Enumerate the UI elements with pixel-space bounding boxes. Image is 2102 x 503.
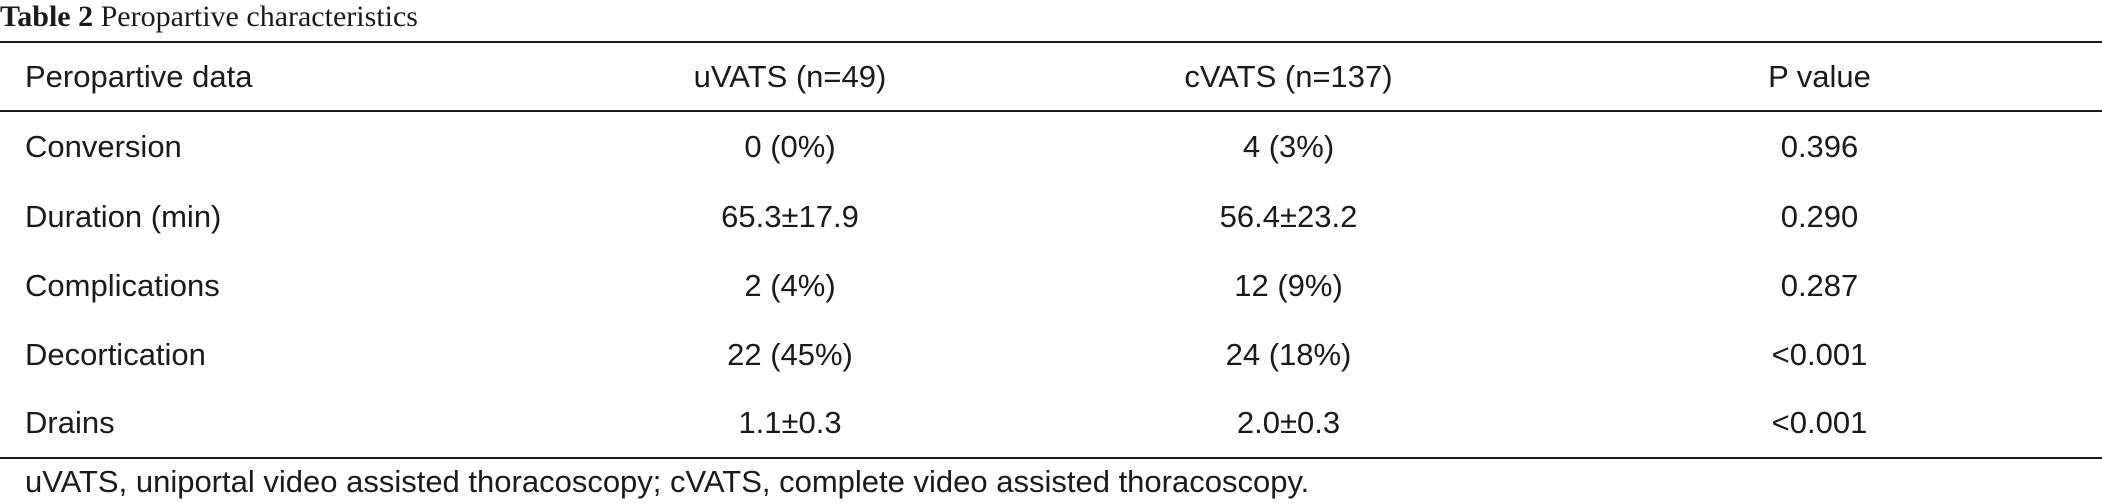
uvats-value: 2 (4%): [744, 267, 836, 303]
table-header-row: Peropartive data uVATS (n=49) cVATS (n=1…: [0, 41, 2102, 112]
row-label: Conversion: [25, 129, 182, 164]
row-label: Duration (min): [25, 198, 222, 234]
data-table-container: Peropartive data uVATS (n=49) cVATS (n=1…: [0, 41, 2102, 459]
uvats-value: 22 (45%): [727, 336, 853, 372]
cvats-value: 56.4±23.2: [1219, 198, 1358, 234]
column-header-p-value: P value: [1537, 41, 2102, 112]
row-label: Drains: [0, 389, 540, 459]
row-label: Complications: [25, 267, 220, 303]
cvats-value: 2.0±0.3: [1040, 389, 1537, 459]
row-label: Decortication: [25, 336, 206, 372]
data-table: Peropartive data uVATS (n=49) cVATS (n=1…: [0, 41, 2102, 459]
uvats-value: 1.1±0.3: [540, 389, 1040, 459]
table-row: Conversion 0 (0%) 4 (3%) 0.396: [0, 111, 2102, 182]
cvats-value: 12 (9%): [1234, 267, 1343, 303]
table-row: Decortication 22 (45%) 24 (18%) <0.001: [0, 320, 2102, 389]
p-value: 0.396: [1780, 129, 1859, 164]
uvats-value: 0 (0%): [744, 129, 836, 164]
table-caption: Table 2 Peropartive characteristics: [0, 0, 418, 38]
column-header-peropartive-data: Peropartive data: [0, 41, 540, 112]
table-row: Complications 2 (4%) 12 (9%) 0.287: [0, 251, 2102, 320]
table-title: Peropartive characteristics: [100, 0, 418, 33]
cvats-value: 24 (18%): [1225, 336, 1352, 372]
table-footnote: uVATS, uniportal video assisted thoracos…: [25, 464, 1310, 499]
p-value: <0.001: [1771, 336, 1868, 372]
p-value: 0.290: [1780, 198, 1859, 234]
uvats-value: 65.3±17.9: [721, 198, 859, 234]
p-value: 0.287: [1780, 267, 1859, 303]
p-value: <0.001: [1537, 389, 2102, 459]
column-header-uvats: uVATS (n=49): [540, 41, 1040, 112]
column-header-cvats: cVATS (n=137): [1040, 41, 1537, 112]
table-row: Drains 1.1±0.3 2.0±0.3 <0.001: [0, 389, 2102, 459]
table-row: Duration (min) 65.3±17.9 56.4±23.2 0.290: [0, 182, 2102, 251]
table-number: Table 2: [0, 0, 94, 33]
cvats-value: 4 (3%): [1242, 129, 1335, 164]
